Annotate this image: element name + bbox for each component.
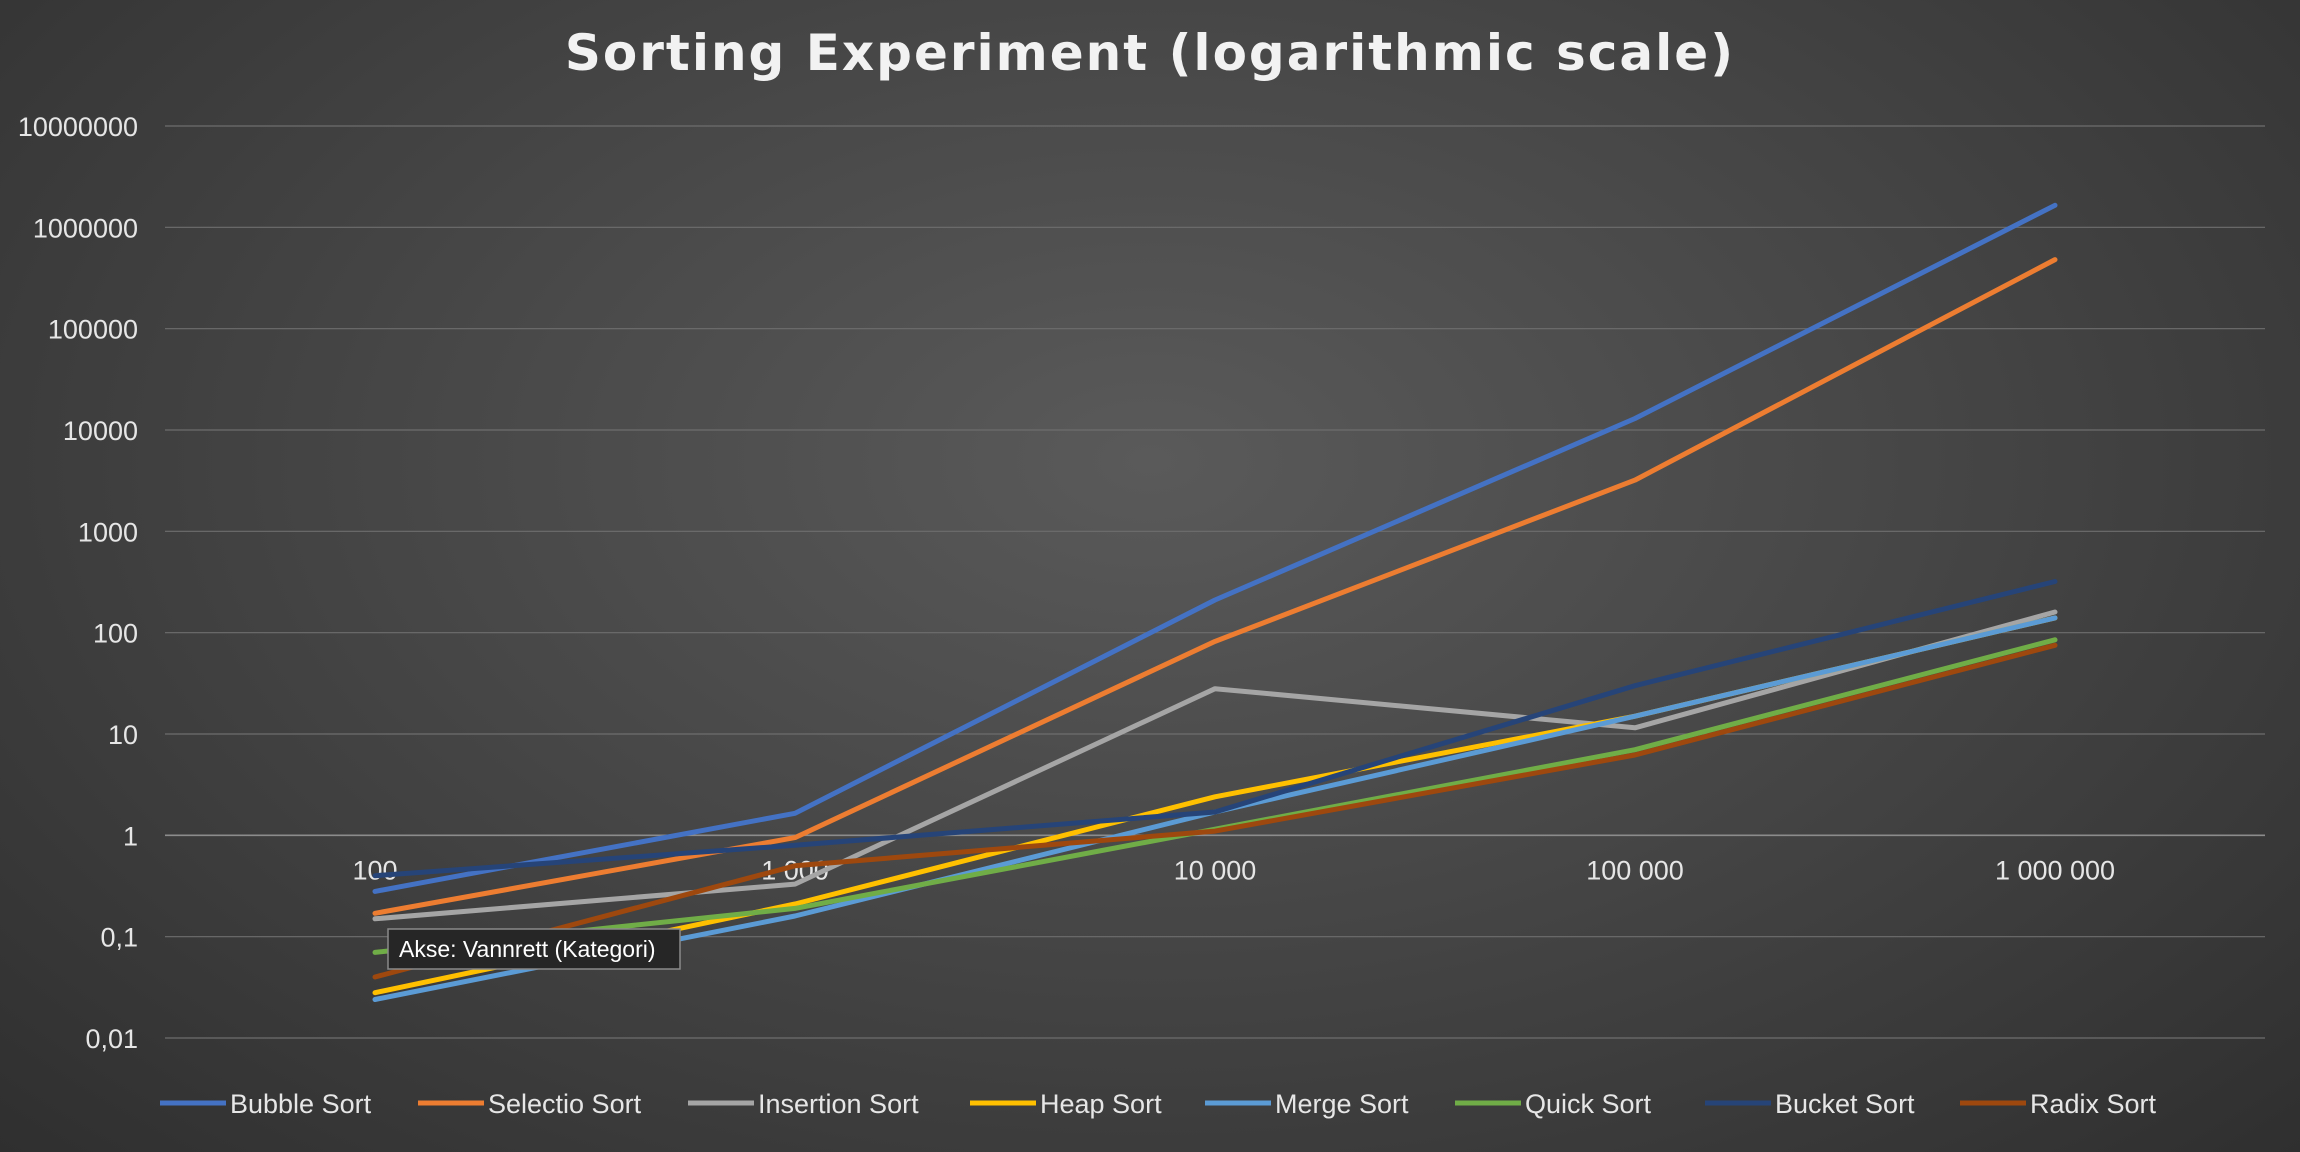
- x-tick-label: 1 000 000: [1995, 855, 2115, 885]
- x-tick-label: 100: [352, 855, 397, 885]
- y-tick-label: 1000000: [33, 213, 138, 243]
- y-tick-label: 0,1: [100, 923, 138, 953]
- legend-label: Insertion Sort: [758, 1089, 919, 1119]
- legend-item[interactable]: Insertion Sort: [688, 1089, 919, 1119]
- legend-item[interactable]: Radix Sort: [1960, 1089, 2157, 1119]
- series-line-bubble-sort[interactable]: [372, 202, 2058, 894]
- y-tick-label: 100: [93, 619, 138, 649]
- y-tick-label: 1000: [78, 517, 138, 547]
- x-tick-label: 10 000: [1174, 855, 1257, 885]
- legend-item[interactable]: Selectio Sort: [418, 1089, 642, 1119]
- series-line-selectio-sort[interactable]: [372, 257, 2058, 916]
- legend-item[interactable]: Bubble Sort: [160, 1089, 372, 1119]
- legend: Bubble Sort Selectio Sort Insertion Sort He…: [160, 1089, 2157, 1119]
- y-tick-label: 10000: [63, 416, 138, 446]
- y-tick-label: 100000: [48, 315, 138, 345]
- legend-label: Quick Sort: [1525, 1089, 1652, 1119]
- y-tick-label: 10: [108, 720, 138, 750]
- legend-label: Radix Sort: [2030, 1089, 2157, 1119]
- y-tick-label: 10000000: [18, 112, 138, 142]
- x-axis-tick-labels[interactable]: 100 1 000 10 000 100 000 1 000 000: [352, 855, 2115, 885]
- legend-label: Selectio Sort: [488, 1089, 642, 1119]
- legend-label: Heap Sort: [1040, 1089, 1162, 1119]
- gridlines: [165, 125, 2265, 1039]
- series-line-bucket-sort[interactable]: [372, 579, 2058, 879]
- legend-label: Merge Sort: [1275, 1089, 1409, 1119]
- series-line-insertion-sort[interactable]: [372, 609, 2058, 922]
- y-axis-tick-labels: 10000000 1000000 100000 10000 1000 100 10 1 0,1 0…: [18, 112, 138, 1054]
- series-line-radix-sort[interactable]: [372, 642, 2058, 980]
- axis-tooltip: Akse: Vannrett (Kategori): [387, 928, 681, 970]
- legend-item[interactable]: Quick Sort: [1455, 1089, 1652, 1119]
- y-tick-label: 0,01: [85, 1024, 138, 1054]
- tooltip-box: [387, 928, 681, 970]
- legend-item[interactable]: Heap Sort: [970, 1089, 1162, 1119]
- legend-label: Bucket Sort: [1775, 1089, 1915, 1119]
- chart-title: Sorting Experiment (logarithmic scale): [565, 24, 1735, 82]
- legend-label: Bubble Sort: [230, 1089, 372, 1119]
- legend-item[interactable]: Bucket Sort: [1705, 1089, 1915, 1119]
- legend-item[interactable]: Merge Sort: [1205, 1089, 1409, 1119]
- tooltip-text: Akse: Vannrett (Kategori): [399, 936, 656, 962]
- x-tick-label: 100 000: [1586, 855, 1684, 885]
- y-tick-label: 1: [123, 821, 138, 851]
